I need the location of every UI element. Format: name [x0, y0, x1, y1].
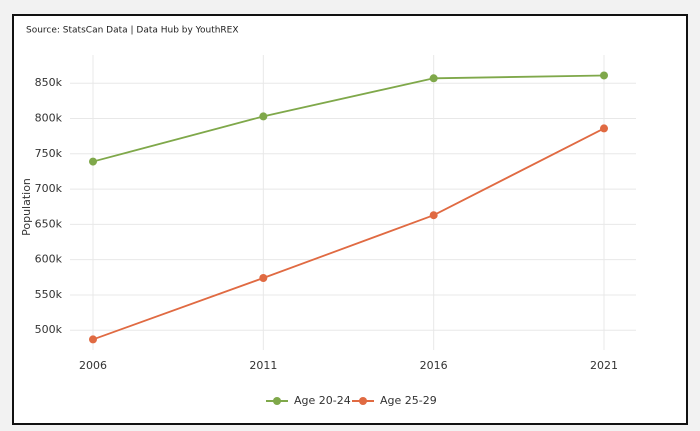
y-tick-label: 650k: [35, 217, 63, 230]
x-tick-label: 2021: [590, 359, 618, 372]
y-tick-label: 800k: [35, 112, 63, 125]
y-tick-label: 850k: [35, 76, 63, 89]
y-tick-label: 500k: [35, 323, 63, 336]
y-tick-label: 550k: [35, 288, 63, 301]
y-axis-label: Population: [20, 178, 33, 236]
y-tick-label: 700k: [35, 182, 63, 195]
series-line: [92, 127, 605, 341]
point: [89, 157, 97, 166]
point: [429, 74, 438, 83]
y-tick-label: 750k: [35, 147, 63, 160]
point: [600, 124, 608, 133]
legend-marker: [359, 397, 367, 405]
x-tick-label: 2016: [420, 359, 448, 372]
point: [429, 211, 438, 220]
point: [600, 71, 608, 80]
x-tick-label: 2006: [79, 359, 107, 372]
point: [259, 274, 268, 283]
frame: [12, 14, 688, 425]
legend-marker: [273, 397, 281, 405]
source: Source: StatsCan Data | Data Hub by Yout…: [26, 26, 239, 36]
series-line: [92, 74, 605, 163]
legend-label: Age 20-24: [294, 394, 351, 407]
point: [89, 335, 97, 344]
y-tick-label: 600k: [35, 253, 63, 266]
legend-label: Age 25-29: [380, 394, 437, 407]
x-tick-label: 2011: [249, 359, 277, 372]
point: [259, 112, 268, 121]
